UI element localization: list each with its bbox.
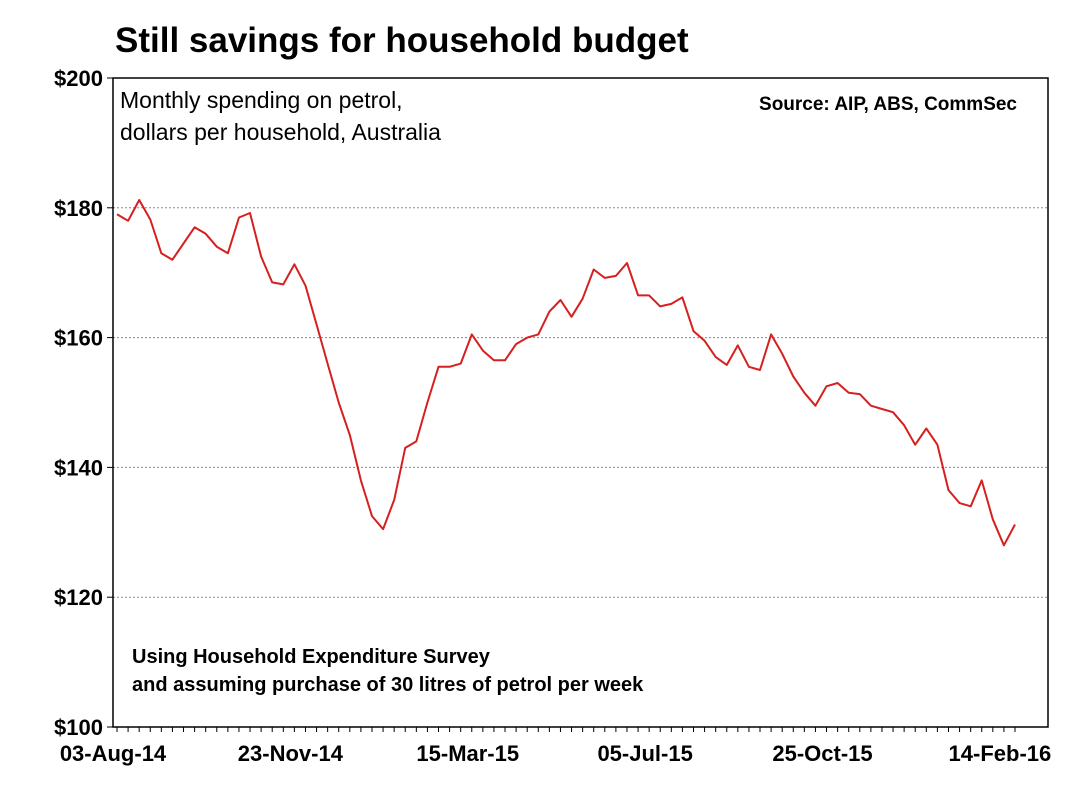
source-label: Source: AIP, ABS, CommSec — [759, 94, 1017, 115]
y-tick-label-140: $140 — [54, 455, 103, 480]
methodology-note-line-2: and assuming purchase of 30 litres of pe… — [132, 674, 644, 696]
x-tick-label-03-aug-14: 03-Aug-14 — [60, 741, 167, 766]
x-tick-label-25-oct-15: 25-Oct-15 — [772, 741, 872, 766]
methodology-note-line-1: Using Household Expenditure Survey — [132, 646, 491, 668]
chart-title: Still savings for household budget — [115, 21, 689, 60]
y-tick-label-200: $200 — [54, 66, 103, 91]
x-tick-label-15-mar-15: 15-Mar-15 — [416, 741, 519, 766]
y-tick-label-100: $100 — [54, 715, 103, 740]
series-line-petrol-spending — [116, 199, 1016, 547]
y-tick-label-120: $120 — [54, 585, 103, 610]
chart-subtitle-line-2: dollars per household, Australia — [120, 119, 441, 145]
x-tick-label-14-feb-16: 14-Feb-16 — [949, 741, 1052, 766]
x-axis-ticks: 03-Aug-14 23-Nov-14 15-Mar-15 05-Jul-15 25-O… — [60, 727, 1051, 766]
y-axis-ticks: $100 $120 $140 $160 $180 $200 — [54, 66, 113, 740]
chart-subtitle-line-1: Monthly spending on petrol, — [120, 87, 403, 113]
y-tick-label-180: $180 — [54, 196, 103, 221]
x-tick-label-23-nov-14: 23-Nov-14 — [238, 741, 344, 766]
gridlines — [113, 207, 1048, 598]
x-tick-label-05-jul-15: 05-Jul-15 — [597, 741, 692, 766]
plot-frame — [112, 77, 1049, 728]
y-tick-label-160: $160 — [54, 326, 103, 351]
